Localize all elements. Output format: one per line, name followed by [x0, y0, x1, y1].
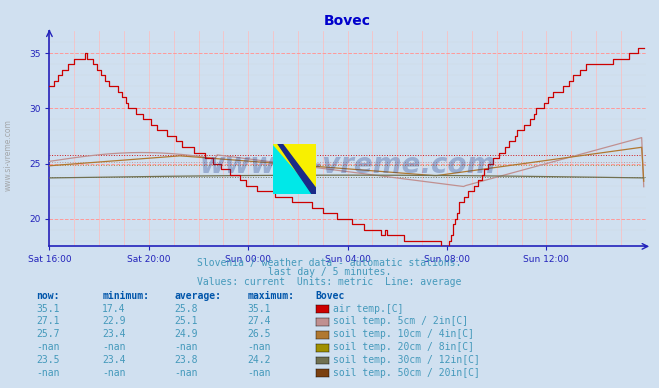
- Text: www.si-vreme.com: www.si-vreme.com: [200, 151, 496, 178]
- Text: 26.5: 26.5: [247, 329, 271, 339]
- Text: 17.4: 17.4: [102, 303, 126, 314]
- Text: -nan: -nan: [247, 342, 271, 352]
- Text: 35.1: 35.1: [36, 303, 60, 314]
- Text: 25.1: 25.1: [175, 316, 198, 326]
- Text: average:: average:: [175, 291, 221, 301]
- Text: 24.2: 24.2: [247, 355, 271, 365]
- Text: Bovec: Bovec: [315, 291, 345, 301]
- Text: -nan: -nan: [102, 367, 126, 378]
- Text: 24.9: 24.9: [175, 329, 198, 339]
- Text: Values: current  Units: metric  Line: average: Values: current Units: metric Line: aver…: [197, 277, 462, 287]
- Text: soil temp. 20cm / 8in[C]: soil temp. 20cm / 8in[C]: [333, 342, 474, 352]
- Text: soil temp. 5cm / 2in[C]: soil temp. 5cm / 2in[C]: [333, 316, 468, 326]
- Text: -nan: -nan: [36, 367, 60, 378]
- Text: 23.4: 23.4: [102, 329, 126, 339]
- Polygon shape: [273, 144, 316, 194]
- Text: minimum:: minimum:: [102, 291, 149, 301]
- Text: Slovenia / weather data - automatic stations.: Slovenia / weather data - automatic stat…: [197, 258, 462, 268]
- Text: 25.7: 25.7: [36, 329, 60, 339]
- Text: soil temp. 30cm / 12in[C]: soil temp. 30cm / 12in[C]: [333, 355, 480, 365]
- Text: www.si-vreme.com: www.si-vreme.com: [3, 119, 13, 191]
- Text: 27.4: 27.4: [247, 316, 271, 326]
- Text: 25.8: 25.8: [175, 303, 198, 314]
- Text: now:: now:: [36, 291, 60, 301]
- Text: 23.8: 23.8: [175, 355, 198, 365]
- Text: maximum:: maximum:: [247, 291, 294, 301]
- Text: 27.1: 27.1: [36, 316, 60, 326]
- Polygon shape: [278, 144, 316, 194]
- Polygon shape: [273, 144, 316, 194]
- Text: soil temp. 10cm / 4in[C]: soil temp. 10cm / 4in[C]: [333, 329, 474, 339]
- Text: air temp.[C]: air temp.[C]: [333, 303, 403, 314]
- Title: Bovec: Bovec: [324, 14, 371, 28]
- Text: -nan: -nan: [36, 342, 60, 352]
- Text: 23.5: 23.5: [36, 355, 60, 365]
- Text: -nan: -nan: [175, 342, 198, 352]
- Text: soil temp. 50cm / 20in[C]: soil temp. 50cm / 20in[C]: [333, 367, 480, 378]
- Text: 23.4: 23.4: [102, 355, 126, 365]
- Text: -nan: -nan: [247, 367, 271, 378]
- Text: -nan: -nan: [102, 342, 126, 352]
- Text: last day / 5 minutes.: last day / 5 minutes.: [268, 267, 391, 277]
- Text: -nan: -nan: [175, 367, 198, 378]
- Text: 35.1: 35.1: [247, 303, 271, 314]
- Text: 22.9: 22.9: [102, 316, 126, 326]
